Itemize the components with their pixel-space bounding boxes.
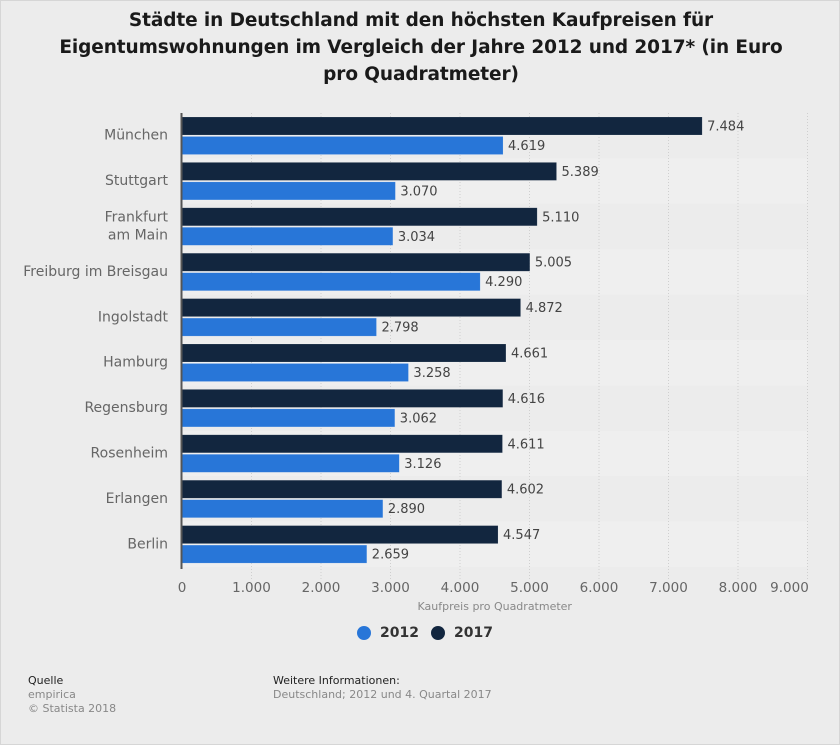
bar-2012[interactable] [181, 408, 396, 428]
bar-chart: 7.484 4.619 München 5.389 3.070 Stuttgart 5.11… [23, 113, 809, 613]
category-label: Regensburg [84, 400, 168, 416]
bar-2017[interactable] [181, 343, 507, 363]
value-label-2017: 5.389 [562, 165, 599, 180]
value-label-2017: 4.872 [526, 301, 563, 316]
value-label-2017: 5.110 [542, 210, 579, 225]
bar-2017[interactable] [181, 525, 499, 544]
category-label: Rosenheim [91, 446, 168, 462]
info-heading: Weitere Informationen: [273, 674, 400, 687]
copyright: © Statista 2018 [28, 702, 117, 715]
bar-2012[interactable] [181, 499, 384, 518]
title-line-2: Eigentumswohnungen im Vergleich der Jahr… [59, 37, 783, 58]
info-block: Weitere Informationen: Deutschland; 2012… [273, 674, 492, 702]
value-label-2012: 3.258 [413, 366, 450, 381]
value-label-2012: 3.062 [400, 411, 437, 426]
bar-2012[interactable] [181, 317, 377, 337]
legend-label-2012: 2012 [380, 625, 419, 641]
x-axis-title: Kaufpreis pro Quadratmeter [418, 600, 573, 613]
value-label-2017: 4.661 [511, 347, 548, 362]
x-tick-label: 7.000 [649, 580, 688, 596]
legend-item-2017[interactable]: 2017 [430, 625, 493, 641]
legend-marker-2017 [430, 626, 445, 640]
bar-2012[interactable] [181, 363, 409, 382]
x-tick-label: 1.000 [232, 580, 271, 596]
value-label-2017: 4.611 [507, 437, 544, 452]
bar-2012[interactable] [181, 136, 504, 155]
bar-2017[interactable] [181, 389, 504, 408]
value-label-2017: 5.005 [535, 256, 572, 271]
source-block: Quelle empirica © Statista 2018 [28, 674, 116, 716]
x-tick-label: 2.000 [302, 580, 341, 596]
category-label: Berlin [127, 536, 168, 552]
value-label-2012: 2.798 [381, 321, 418, 336]
value-label-2017: 4.616 [508, 392, 545, 407]
x-tick-label: 8.000 [719, 580, 758, 596]
bar-2012[interactable] [181, 544, 368, 564]
category-label: Erlangen [106, 491, 168, 507]
value-label-2012: 2.890 [388, 502, 425, 517]
value-label-2017: 7.484 [707, 120, 744, 135]
value-label-2017: 4.547 [503, 528, 540, 543]
category-label: Frankfurt [105, 210, 169, 226]
category-label: Ingolstadt [98, 309, 169, 325]
legend: 2012 2017 [357, 623, 505, 643]
legend-item-2012[interactable]: 2012 [357, 625, 419, 641]
bar-2017[interactable] [181, 252, 531, 272]
info-text: Deutschland; 2012 und 4. Quartal 2017 [273, 688, 492, 701]
bar-2012[interactable] [181, 227, 394, 246]
bar-2017[interactable] [181, 162, 557, 181]
title-line-3: pro Quadratmeter) [323, 64, 519, 85]
value-label-2012: 3.126 [404, 457, 441, 472]
value-label-2012: 2.659 [372, 548, 409, 563]
category-label: München [104, 128, 168, 144]
value-label-2012: 3.034 [398, 230, 435, 245]
bar-2017[interactable] [181, 434, 503, 454]
x-tick-label: 3.000 [371, 580, 410, 596]
bar-2017[interactable] [181, 116, 703, 136]
category-label: am Main [108, 228, 168, 244]
chart-title: Städte in Deutschland mit den höchsten K… [41, 7, 801, 88]
value-label-2012: 4.619 [508, 139, 545, 154]
title-line-1: Städte in Deutschland mit den höchsten K… [128, 10, 714, 31]
value-label-2012: 3.070 [400, 184, 437, 199]
x-tick-label: 6.000 [580, 580, 619, 596]
x-tick-label: 4.000 [441, 580, 480, 596]
source-heading: Quelle [28, 674, 64, 687]
category-label: Freiburg im Breisgau [23, 264, 168, 280]
bar-2017[interactable] [181, 298, 521, 317]
x-tick-label: 0 [178, 580, 187, 596]
bar-2017[interactable] [181, 479, 503, 499]
x-tick-label: 5.000 [510, 580, 549, 596]
x-tick-label: 9.000 [770, 580, 809, 596]
category-label: Stuttgart [105, 173, 168, 189]
source-name[interactable]: empirica [28, 688, 76, 701]
value-label-2012: 4.290 [485, 275, 522, 290]
legend-marker-2012 [357, 626, 371, 640]
bar-2012[interactable] [181, 181, 396, 201]
bar-2012[interactable] [181, 454, 400, 473]
legend-label-2017: 2017 [453, 625, 493, 641]
value-label-2017: 4.602 [507, 483, 544, 498]
bar-2017[interactable] [181, 207, 538, 227]
bar-2012[interactable] [181, 272, 481, 291]
category-label: Hamburg [103, 355, 168, 371]
